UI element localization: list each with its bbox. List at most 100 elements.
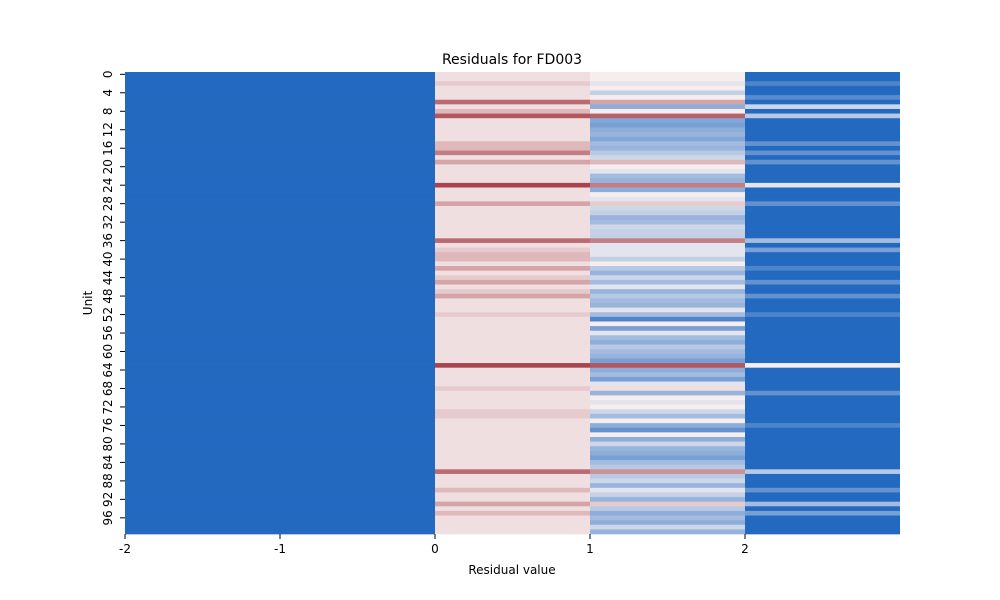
heatmap-cell <box>745 233 900 239</box>
heatmap-cell <box>125 76 435 82</box>
heatmap-cell <box>745 266 900 272</box>
chart-title: Residuals for FD003 <box>442 52 582 68</box>
heatmap-cell <box>745 358 900 364</box>
heatmap-cell <box>590 455 745 461</box>
heatmap-cell <box>745 81 900 87</box>
heatmap-cell <box>435 122 590 128</box>
heatmap-cell <box>745 478 900 484</box>
heatmap-cell <box>435 72 590 77</box>
heatmap-cell <box>745 330 900 336</box>
heatmap-cell <box>125 132 435 138</box>
heatmap-cell <box>590 506 745 512</box>
heatmap-cell <box>745 72 900 77</box>
heatmap-cell <box>590 321 745 327</box>
heatmap-cell <box>435 390 590 396</box>
heatmap-cell <box>590 104 745 110</box>
heatmap-cell <box>125 136 435 142</box>
heatmap-cell <box>125 506 435 512</box>
y-tick-label: 84 <box>101 455 115 470</box>
heatmap-cell <box>590 427 745 433</box>
heatmap-cell <box>125 427 435 433</box>
heatmap-cell <box>590 316 745 322</box>
heatmap-cell <box>745 145 900 151</box>
heatmap-cell <box>435 261 590 267</box>
x-tick-label: -2 <box>119 542 131 556</box>
heatmap-cell <box>590 487 745 493</box>
heatmap-cell <box>745 460 900 466</box>
heatmap-cell <box>125 270 435 276</box>
x-tick-label: -1 <box>274 542 286 556</box>
y-tick-label: 40 <box>101 251 115 266</box>
heatmap-cell <box>435 497 590 503</box>
y-tick-label: 88 <box>101 473 115 488</box>
heatmap-cell <box>435 395 590 401</box>
heatmap-cell <box>435 159 590 165</box>
heatmap-cell <box>125 164 435 170</box>
heatmap-cell <box>745 219 900 225</box>
heatmap-cell <box>590 201 745 207</box>
heatmap-cell <box>435 524 590 530</box>
heatmap-cell <box>590 187 745 193</box>
heatmap-cell <box>435 81 590 87</box>
heatmap-cell <box>435 150 590 156</box>
heatmap-cell <box>590 436 745 442</box>
heatmap-cell <box>590 85 745 91</box>
heatmap-cell <box>125 473 435 479</box>
heatmap-cell <box>435 252 590 258</box>
heatmap-cell <box>435 155 590 161</box>
heatmap-cell <box>125 372 435 378</box>
heatmap-cell <box>745 178 900 184</box>
heatmap-cell <box>745 307 900 313</box>
heatmap-cell <box>125 404 435 410</box>
heatmap-cell <box>590 404 745 410</box>
heatmap-cell <box>435 215 590 221</box>
heatmap-cell <box>745 404 900 410</box>
heatmap-cell <box>590 205 745 211</box>
heatmap-cell <box>125 436 435 442</box>
heatmap-cell <box>590 395 745 401</box>
heatmap-cell <box>590 224 745 230</box>
heatmap-cell <box>745 247 900 253</box>
heatmap-cell <box>125 464 435 470</box>
heatmap-cell <box>435 464 590 470</box>
heatmap-cell <box>125 326 435 332</box>
heatmap-cell <box>125 108 435 114</box>
heatmap-cell <box>435 386 590 392</box>
heatmap-cell <box>435 182 590 188</box>
heatmap-cell <box>435 446 590 452</box>
heatmap-cell <box>590 492 745 498</box>
heatmap-cell <box>435 423 590 429</box>
heatmap-cell <box>125 307 435 313</box>
heatmap-cell <box>125 284 435 290</box>
heatmap-cell <box>745 108 900 114</box>
heatmap-cell <box>745 229 900 235</box>
heatmap-cell <box>745 164 900 170</box>
x-tick-label: 0 <box>431 542 439 556</box>
heatmap-cell <box>590 307 745 313</box>
heatmap-cell <box>125 169 435 174</box>
heatmap-cell <box>590 164 745 170</box>
heatmap-cell <box>435 326 590 332</box>
heatmap-cell <box>435 381 590 387</box>
heatmap-cell <box>745 432 900 438</box>
heatmap-cell <box>590 293 745 299</box>
heatmap-cell <box>435 376 590 382</box>
x-axis-label: Residual value <box>468 563 555 577</box>
heatmap-cell <box>745 413 900 419</box>
heatmap-cell <box>435 192 590 198</box>
heatmap-cell <box>590 363 745 369</box>
heatmap-cell <box>590 196 745 202</box>
y-tick-label: 4 <box>101 89 115 97</box>
heatmap-cell <box>125 497 435 503</box>
heatmap-cell <box>745 95 900 101</box>
heatmap-cell <box>435 266 590 272</box>
heatmap-cell <box>590 335 745 341</box>
heatmap-cell <box>590 229 745 235</box>
heatmap-cell <box>745 423 900 429</box>
heatmap-cell <box>125 141 435 147</box>
heatmap-cell <box>590 81 745 87</box>
heatmap-cell <box>125 515 435 521</box>
heatmap-cell <box>590 298 745 304</box>
heatmap-cell <box>435 418 590 424</box>
heatmap-cell <box>435 76 590 82</box>
